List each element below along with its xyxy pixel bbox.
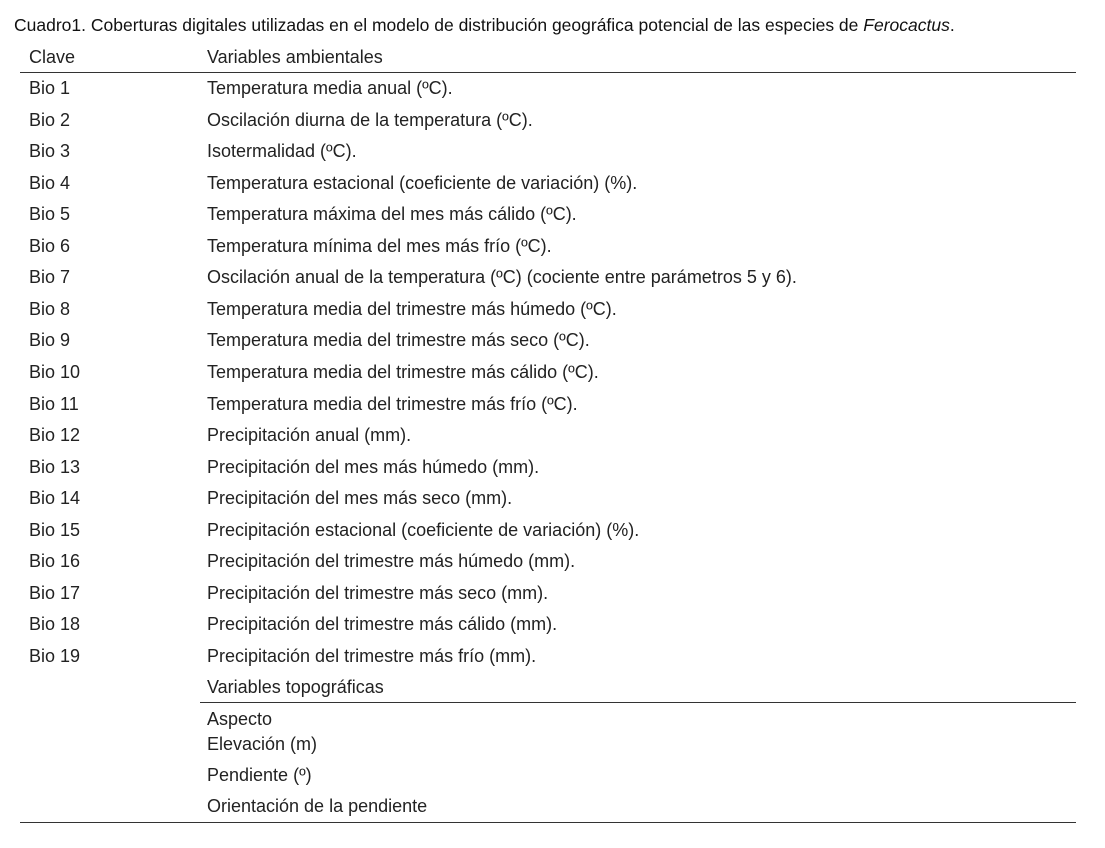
caption-end: .: [949, 15, 955, 35]
variable-cell: Temperatura estacional (coeficiente de v…: [207, 172, 638, 193]
caption: Cuadro1. Coberturas digitales utilizadas…: [14, 14, 955, 36]
variable-cell: Precipitación del trimestre más cálido (…: [207, 614, 558, 635]
key-cell: Bio 15: [29, 519, 81, 540]
key-cell: Bio 3: [29, 141, 71, 162]
key-cell: Bio 2: [29, 109, 71, 130]
header-rule: [20, 72, 1076, 73]
key-cell: Bio 7: [29, 267, 71, 288]
key-cell: Bio 13: [29, 456, 81, 477]
variable-cell: Precipitación del mes más seco (mm).: [207, 488, 513, 509]
key-cell: Bio 10: [29, 361, 81, 382]
key-cell: Bio 6: [29, 235, 71, 256]
section-title: Variables topográficas: [207, 677, 384, 697]
variable-cell: Temperatura media del trimestre más húme…: [207, 298, 617, 319]
key-cell: Bio 1: [29, 78, 71, 98]
header-cell: Variables ambientales: [207, 47, 383, 67]
variable-cell: Precipitación estacional (coeficiente de…: [207, 519, 640, 540]
variable-cell: Temperatura media del trimestre más cáli…: [207, 361, 599, 382]
header-cell: Clave: [29, 47, 76, 67]
key-cell: Bio 4: [29, 172, 71, 193]
section-rule: [200, 702, 1076, 703]
topo-cell: Orientación de la pendiente: [207, 796, 428, 816]
variable-cell: Precipitación anual (mm).: [207, 425, 412, 446]
variable-cell: Oscilación anual de la temperatura (ºC) …: [207, 267, 797, 288]
key-cell: Bio 18: [29, 614, 81, 635]
key-cell: Bio 12: [29, 425, 81, 446]
variable-cell: Temperatura máxima del mes más cálido (º…: [207, 204, 577, 225]
topo-cell: Elevación (m): [207, 734, 318, 754]
caption-text: Cuadro1. Coberturas digitales utilizadas…: [14, 15, 864, 35]
variable-cell: Precipitación del trimestre más frío (mm…: [207, 645, 537, 666]
key-cell: Bio 17: [29, 582, 81, 603]
variable-cell: Precipitación del mes más húmedo (mm).: [207, 456, 540, 477]
variable-cell: Oscilación diurna de la temperatura (ºC)…: [207, 109, 533, 130]
topo-cell: Aspecto: [207, 709, 273, 729]
key-cell: Bio 11: [29, 393, 79, 414]
variable-cell: Temperatura media anual (ºC).: [207, 78, 453, 98]
key-cell: Bio 8: [29, 298, 71, 319]
topo-cell: Pendiente (º): [207, 765, 312, 785]
variable-cell: Temperatura media del trimestre más seco…: [207, 330, 590, 351]
variable-cell: Precipitación del trimestre más seco (mm…: [207, 582, 549, 603]
key-cell: Bio 9: [29, 330, 71, 351]
variable-cell: Isotermalidad (ºC).: [207, 141, 357, 162]
variable-cell: Precipitación del trimestre más húmedo (…: [207, 551, 576, 572]
key-cell: Bio 19: [29, 645, 81, 666]
key-cell: Bio 14: [29, 488, 81, 509]
key-cell: Bio 16: [29, 551, 81, 572]
caption-italic: Ferocactus: [863, 15, 950, 35]
variable-cell: Temperatura mínima del mes más frío (ºC)…: [207, 235, 552, 256]
bottom-rule: [20, 822, 1076, 823]
variable-cell: Temperatura media del trimestre más frío…: [207, 393, 578, 414]
key-cell: Bio 5: [29, 204, 71, 225]
